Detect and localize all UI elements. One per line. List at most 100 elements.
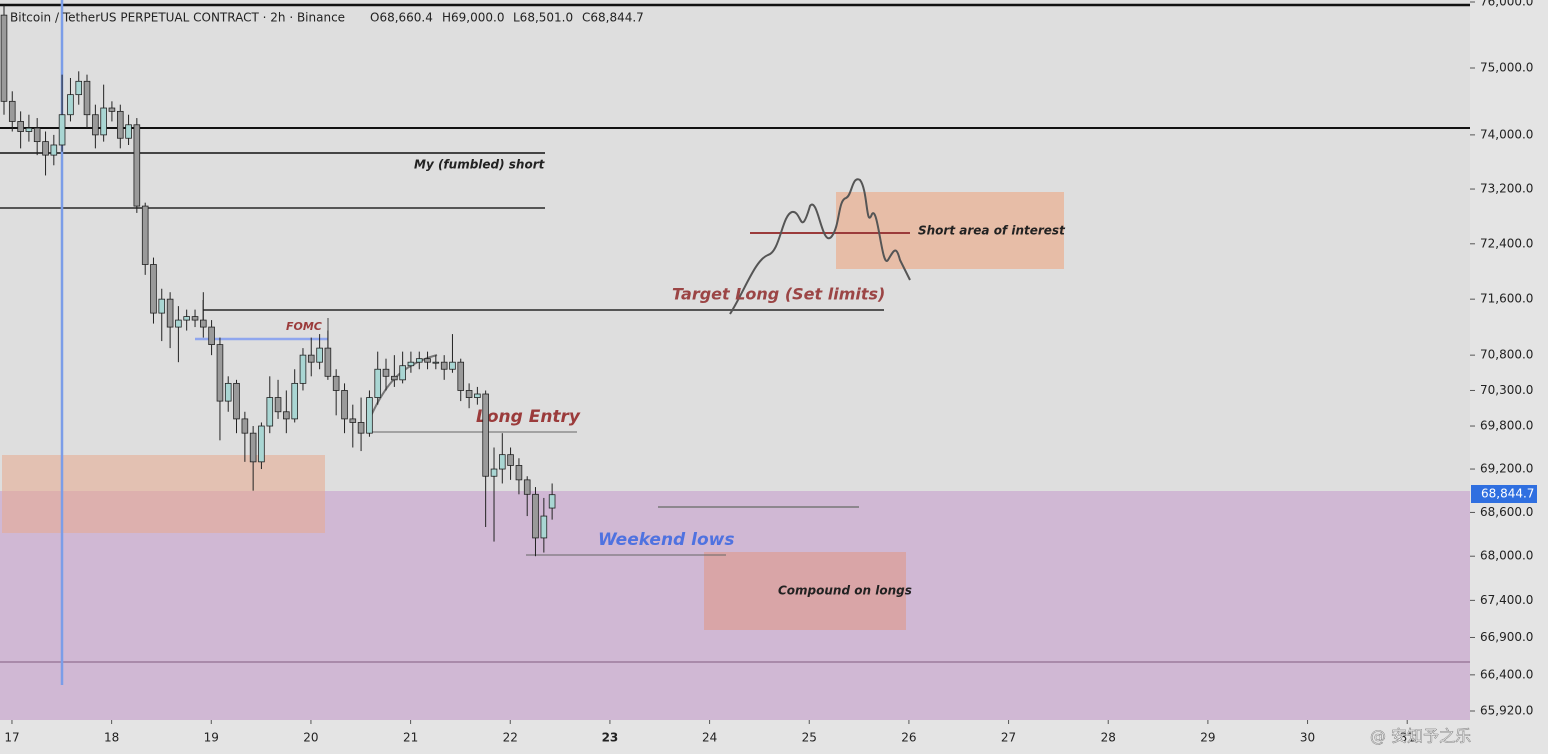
y-tick-label: 76,000.0 bbox=[1480, 0, 1533, 9]
candle-body bbox=[241, 418, 249, 434]
candle-body bbox=[208, 326, 215, 346]
watermark: @ 安知予之乐 bbox=[1370, 727, 1471, 746]
candle-body bbox=[92, 114, 99, 136]
compound-box bbox=[704, 552, 906, 630]
last-price-label: 68,844.7 bbox=[1481, 487, 1534, 501]
candle-body bbox=[341, 390, 348, 420]
x-tick-label: 28 bbox=[1101, 731, 1116, 745]
x-tick-label: 31 bbox=[1400, 731, 1415, 745]
candle-body bbox=[67, 94, 74, 116]
candle-body bbox=[191, 316, 199, 321]
annotation: Weekend lows bbox=[598, 530, 734, 550]
y-tick-label: 65,920.0 bbox=[1480, 704, 1533, 718]
candle-body bbox=[50, 144, 58, 156]
candle-body bbox=[8, 100, 16, 122]
y-tick-label: 68,000.0 bbox=[1480, 549, 1533, 563]
x-tick-label: 18 bbox=[104, 731, 119, 745]
candle-body bbox=[200, 319, 207, 328]
ohlc: C68,844.7 bbox=[582, 11, 644, 25]
candle-body bbox=[175, 319, 182, 328]
y-tick-label: 75,000.0 bbox=[1480, 60, 1533, 74]
x-tick-label: 22 bbox=[503, 731, 518, 745]
x-tick-label: 29 bbox=[1200, 731, 1215, 745]
candle-body bbox=[415, 358, 423, 363]
chart-title: Bitcoin / TetherUS PERPETUAL CONTRACT · … bbox=[10, 11, 345, 25]
candle-body bbox=[274, 397, 282, 413]
candle-body bbox=[374, 368, 382, 398]
y-tick-label: 69,800.0 bbox=[1480, 419, 1533, 433]
annotation: Target Long (Set limits) bbox=[672, 285, 885, 304]
y-tick-label: 66,900.0 bbox=[1480, 630, 1533, 644]
candle-body bbox=[482, 393, 489, 477]
y-tick-label: 70,800.0 bbox=[1480, 348, 1533, 362]
candle-body bbox=[490, 468, 498, 477]
candle-body bbox=[125, 124, 132, 139]
x-tick-label: 17 bbox=[4, 731, 19, 745]
demand-box bbox=[2, 455, 325, 533]
candle-body bbox=[100, 107, 107, 136]
ohlc: H69,000.0 bbox=[442, 11, 504, 25]
x-tick-label: 21 bbox=[403, 731, 418, 745]
candle-body bbox=[0, 14, 8, 102]
candle-body bbox=[266, 397, 274, 427]
x-tick-label: 23 bbox=[602, 731, 619, 745]
candle-body bbox=[391, 375, 398, 381]
candle-body bbox=[283, 411, 290, 420]
y-tick-label: 67,400.0 bbox=[1480, 593, 1533, 607]
candle-body bbox=[150, 264, 157, 314]
annotation: Compound on longs bbox=[778, 584, 912, 598]
candle-body bbox=[357, 422, 365, 434]
candle-body bbox=[291, 382, 298, 420]
candle-body bbox=[515, 465, 523, 481]
candle-body bbox=[540, 515, 548, 539]
ohlc: O68,660.4 bbox=[370, 11, 433, 25]
candle-body bbox=[75, 80, 83, 96]
candle-body bbox=[457, 361, 465, 391]
candle-body bbox=[324, 347, 332, 377]
candle-body bbox=[523, 479, 531, 495]
candle-body bbox=[166, 298, 174, 328]
x-tick-label: 20 bbox=[303, 731, 318, 745]
candle-body bbox=[299, 354, 307, 384]
candle-body bbox=[224, 382, 232, 402]
candle-body bbox=[332, 375, 340, 391]
x-tick-label: 26 bbox=[901, 731, 916, 745]
candle-body bbox=[424, 358, 431, 363]
price-axis bbox=[1470, 0, 1548, 754]
candle-body bbox=[58, 114, 66, 146]
projection-path bbox=[729, 178, 911, 315]
y-tick-label: 72,400.0 bbox=[1480, 236, 1533, 250]
candle-body bbox=[407, 361, 415, 367]
candle-body bbox=[17, 121, 24, 132]
candle-body bbox=[216, 344, 224, 402]
last-price-tag bbox=[1471, 485, 1537, 503]
y-tick-label: 70,300.0 bbox=[1480, 383, 1533, 397]
candle-body bbox=[465, 390, 473, 398]
candle-body bbox=[307, 354, 315, 363]
candle-body bbox=[249, 432, 257, 463]
candle-body bbox=[432, 361, 440, 364]
x-tick-label: 19 bbox=[204, 731, 219, 745]
candle-body bbox=[366, 397, 373, 434]
x-tick-label: 25 bbox=[802, 731, 817, 745]
candle-body bbox=[141, 205, 149, 265]
candle-body bbox=[42, 141, 49, 156]
y-tick-label: 68,600.0 bbox=[1480, 505, 1533, 519]
candle-body bbox=[133, 124, 141, 207]
candle-body bbox=[233, 382, 240, 420]
ohlc: L68,501.0 bbox=[513, 11, 573, 25]
x-tick-label: 24 bbox=[702, 731, 717, 745]
candle-body bbox=[498, 454, 506, 470]
y-tick-label: 66,400.0 bbox=[1480, 667, 1533, 681]
candle-body bbox=[33, 127, 41, 143]
candle-body bbox=[507, 454, 514, 466]
annotation: Long Entry bbox=[476, 407, 581, 427]
candle-body bbox=[25, 127, 33, 132]
candle-body bbox=[548, 494, 556, 509]
candle-body bbox=[449, 361, 456, 370]
candle-body bbox=[382, 368, 390, 377]
candle-body bbox=[108, 107, 116, 112]
candle-body bbox=[399, 365, 406, 381]
